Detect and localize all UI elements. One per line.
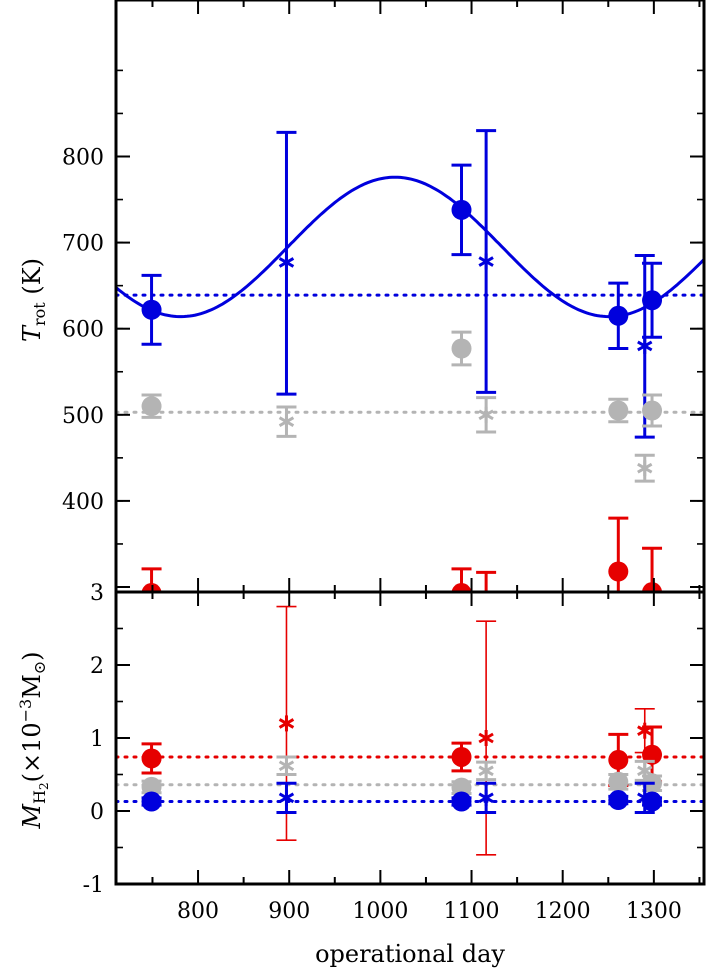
y-tick-label: 500	[62, 404, 104, 429]
data-point-gray	[608, 771, 629, 792]
data-point-red	[451, 746, 472, 767]
y-tick-label: 2	[90, 654, 104, 679]
y-axis-title-top: Trot (K)	[18, 258, 49, 342]
y-axis-title-part: rot	[30, 302, 49, 326]
data-point-blue	[141, 299, 162, 320]
data-star-red	[478, 730, 494, 746]
y-tick-label: -1	[83, 873, 104, 898]
y-tick-label: 700	[62, 232, 104, 257]
data-point-red	[451, 583, 472, 592]
x-tick-label: 1000	[352, 899, 408, 924]
y-tick-label: 400	[62, 490, 104, 515]
data-star-gray	[637, 762, 653, 779]
y-axis-title-part: 2	[37, 782, 51, 790]
data-star-gray	[637, 460, 653, 477]
data-star-red	[278, 715, 295, 732]
star-stroke	[637, 765, 653, 777]
data-point-red	[608, 749, 629, 770]
x-tick-label: 1100	[444, 899, 500, 924]
data-star-gray	[478, 406, 494, 423]
star-stroke	[637, 792, 653, 804]
data-star-red	[637, 722, 653, 739]
y-tick-label: 1	[90, 727, 104, 752]
x-axis-title: operational day	[315, 940, 505, 968]
star-stroke	[278, 760, 295, 772]
y-axis-title-bottom: MH2(×10−3M⊙)	[16, 651, 51, 829]
data-point-gray	[451, 777, 472, 798]
star-stroke	[638, 620, 652, 628]
star-stroke	[478, 732, 494, 744]
star-stroke	[478, 792, 494, 804]
panel-top: 400 500 600 700 800	[62, 0, 706, 632]
star-stroke	[637, 725, 653, 736]
data-star-red	[638, 616, 652, 632]
star-stroke	[637, 462, 653, 474]
star-stroke	[278, 257, 295, 268]
star-stroke	[278, 792, 295, 804]
data-point-gray	[608, 400, 629, 421]
data-point-gray	[642, 400, 663, 421]
data-point-gray	[451, 338, 472, 359]
data-point-blue	[451, 791, 472, 812]
plot-frame	[114, 0, 706, 594]
y-tick-label: 3	[90, 581, 104, 606]
y-axis-title-part: M	[18, 803, 46, 830]
star-stroke	[478, 409, 494, 421]
y-axis-title-part: (K)	[18, 258, 46, 302]
y-axis-title-part: (×10	[18, 722, 46, 782]
data-point-blue	[451, 199, 472, 220]
data-point-red	[608, 561, 629, 582]
data-point-gray	[141, 776, 162, 797]
data-point-red	[642, 744, 663, 765]
star-stroke	[278, 416, 295, 427]
star-stroke	[278, 718, 295, 729]
y-tick-label: 800	[62, 146, 104, 171]
y-axis-title-part: −3	[16, 699, 35, 723]
data-star-blue	[278, 789, 295, 806]
y-tick-label: 0	[90, 800, 104, 825]
y-axis-title-part: H	[30, 790, 49, 804]
data-point-gray	[141, 396, 162, 417]
data-point-blue	[141, 791, 162, 812]
data-star-gray	[478, 762, 494, 779]
x-tick-label: 1300	[626, 899, 682, 924]
fit-curve	[116, 175, 704, 319]
star-stroke	[479, 608, 493, 616]
y-axis-title-part: ⊙	[30, 661, 49, 674]
y-tick-label: 600	[62, 318, 104, 343]
data-star-red	[479, 604, 493, 620]
plot-area	[116, 129, 704, 632]
plot-area	[116, 605, 704, 856]
x-tick-label: 900	[268, 899, 310, 924]
data-star-blue	[637, 789, 653, 806]
y-axis-title-part: )	[18, 651, 46, 660]
y-axis-title-part: T	[18, 324, 46, 342]
data-point-blue	[608, 305, 629, 326]
data-star-blue	[637, 337, 653, 354]
star-stroke	[478, 256, 494, 267]
x-tick-label: 800	[177, 899, 219, 924]
y-axis-title-part: M	[18, 674, 46, 699]
star-stroke	[478, 765, 494, 777]
data-star-gray	[278, 413, 295, 430]
plot-frame	[114, 590, 706, 886]
star-stroke	[638, 620, 652, 628]
data-point-blue	[642, 290, 663, 311]
data-star-blue	[478, 253, 494, 270]
panel-bottom: -1 0 1 2 3 800 900 1000 1100 1200 1300	[83, 581, 706, 924]
data-point-red	[141, 748, 162, 769]
x-tick-label: 1200	[535, 899, 591, 924]
data-star-gray	[278, 757, 295, 774]
data-point-blue	[608, 790, 629, 811]
data-star-blue	[278, 254, 295, 271]
star-stroke	[637, 340, 653, 352]
star-stroke	[479, 608, 493, 616]
data-star-blue	[478, 789, 494, 806]
data-point-red	[642, 582, 663, 592]
